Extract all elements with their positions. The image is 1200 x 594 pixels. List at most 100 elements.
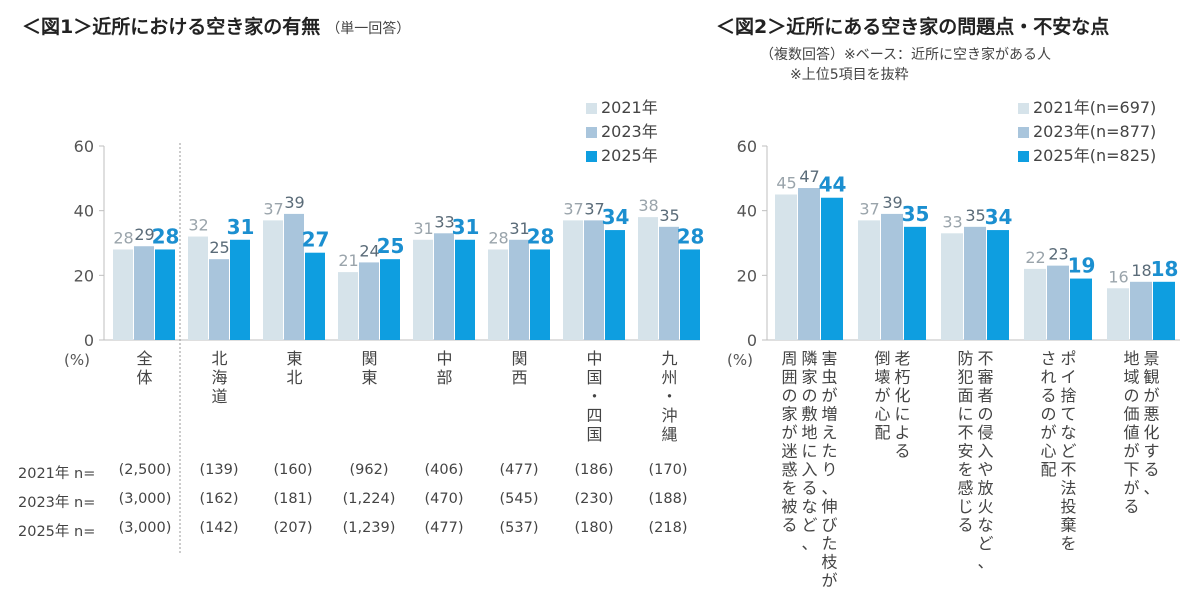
n-cell: (207) <box>273 520 313 536</box>
category-label-char: 伸 <box>821 497 837 516</box>
category-label-char: 朽 <box>894 368 910 387</box>
data-label: 16 <box>1108 267 1128 286</box>
category-label-char: 面 <box>957 386 973 405</box>
category-label-char: 害 <box>821 349 837 368</box>
category-label-char: る <box>957 516 973 535</box>
bar-2025 <box>230 239 250 340</box>
bar-2021 <box>263 220 283 340</box>
data-label: 38 <box>638 196 658 215</box>
data-label: 21 <box>338 251 358 270</box>
legend-label: 2021年(n=697) <box>1033 98 1157 117</box>
category-label-char: す <box>1143 442 1159 461</box>
legend-item-2021: 2021年(n=697) <box>1018 96 1156 120</box>
bar-2021 <box>858 220 880 340</box>
bar-2023 <box>584 220 604 340</box>
category-label-char: り <box>821 460 837 479</box>
category-label-char: 東 <box>361 368 377 387</box>
category-label-char: れ <box>1040 368 1056 387</box>
data-label: 31 <box>509 219 529 238</box>
n-cell: (218) <box>648 520 688 536</box>
category-label-char: よ <box>894 423 910 442</box>
legend-swatch <box>586 150 597 162</box>
category-label-char: 国 <box>586 425 602 444</box>
category-label-char: に <box>801 442 817 461</box>
category-label-char: 法 <box>1060 479 1076 498</box>
category-label-char: 迷 <box>781 442 797 461</box>
category-label-char: が <box>821 386 837 405</box>
category-label-char: 西 <box>511 368 527 387</box>
category-label-char: の <box>801 386 817 405</box>
category-label-char: 悪 <box>1143 405 1159 424</box>
category-label-char: 、 <box>1143 479 1159 498</box>
data-label: 18 <box>1151 257 1179 281</box>
category-label-char: が <box>821 571 837 590</box>
n-cell: (545) <box>499 491 539 507</box>
category-label-char: 北 <box>286 368 302 387</box>
category-label-char: ど <box>801 516 817 535</box>
category-label-char: の <box>781 386 797 405</box>
bar-2023 <box>209 259 229 340</box>
bar-2021 <box>563 220 583 340</box>
bar-2025 <box>155 249 175 340</box>
bar-2023 <box>509 239 529 340</box>
category-label-char: 化 <box>1143 423 1159 442</box>
fig1-title-text: ＜図1＞近所における空き家の有無 <box>22 16 321 38</box>
category-label-char: 州 <box>661 368 677 387</box>
category-label-char: 捨 <box>1060 386 1076 405</box>
n-row-label: 2021年 n= <box>18 466 96 482</box>
bar-2025 <box>904 226 926 340</box>
data-label: 31 <box>227 215 255 239</box>
data-label: 28 <box>113 228 133 247</box>
category-label-char: 国 <box>586 368 602 387</box>
bar-2021 <box>488 249 508 340</box>
category-label-char: ・ <box>586 387 602 406</box>
category-label-char: 心 <box>874 405 890 424</box>
category-label-char: が <box>1123 479 1139 498</box>
y-tick-label: 60 <box>74 137 94 156</box>
category-label-char: 棄 <box>1060 516 1076 535</box>
category-label-char: 九 <box>661 349 677 368</box>
category-label-char: 侵 <box>977 423 993 442</box>
bar-2021 <box>638 217 658 340</box>
category-label-char: 囲 <box>781 368 797 387</box>
category-label-char: の <box>977 405 993 424</box>
data-label: 28 <box>152 224 180 248</box>
bar-2025 <box>305 252 325 340</box>
category-label-char: る <box>781 516 797 535</box>
category-label-char: る <box>1040 386 1056 405</box>
category-label-char: 心 <box>1040 442 1056 461</box>
bar-2023 <box>659 226 679 340</box>
category-label-char: ど <box>977 534 993 553</box>
y-tick-label: 40 <box>74 202 94 221</box>
legend-item-2021: 2021年 <box>586 96 658 120</box>
category-label-char: る <box>894 442 910 461</box>
category-label-char: 、 <box>977 553 993 572</box>
y-tick-label: 20 <box>737 266 757 285</box>
category-label-char: イ <box>1060 368 1076 387</box>
category-label-char: 火 <box>977 497 993 516</box>
category-label-char: 惑 <box>781 460 797 479</box>
category-label-char: が <box>781 423 797 442</box>
category-label-char: 沖 <box>661 406 677 425</box>
data-label: 35 <box>965 206 985 225</box>
category-label-char: 関 <box>361 349 377 368</box>
n-cell: (181) <box>273 491 313 507</box>
data-label: 27 <box>302 228 330 252</box>
category-label-char: を <box>781 479 797 498</box>
bar-2021 <box>188 236 208 340</box>
n-cell: (3,000) <box>118 491 172 507</box>
data-label: 18 <box>1131 261 1151 280</box>
n-cell: (406) <box>424 462 464 478</box>
bar-2021 <box>413 239 433 340</box>
fig2-title: ＜図2＞近所にある空き家の問題点・不安な点 <box>716 16 1110 38</box>
category-label-char: 中 <box>436 349 452 368</box>
category-label-char: 、 <box>821 479 837 498</box>
y-tick-label: 0 <box>747 331 757 350</box>
legend-label: 2023年(n=877) <box>1033 122 1157 141</box>
category-label-char: 審 <box>977 368 993 387</box>
n-cell: (139) <box>199 462 239 478</box>
data-label: 39 <box>882 193 902 212</box>
fig2-note-base: （複数回答）※ベース：近所に空き家がある人 <box>760 47 1052 63</box>
category-label-char: 増 <box>821 405 837 424</box>
category-label-char: 家 <box>781 405 797 424</box>
